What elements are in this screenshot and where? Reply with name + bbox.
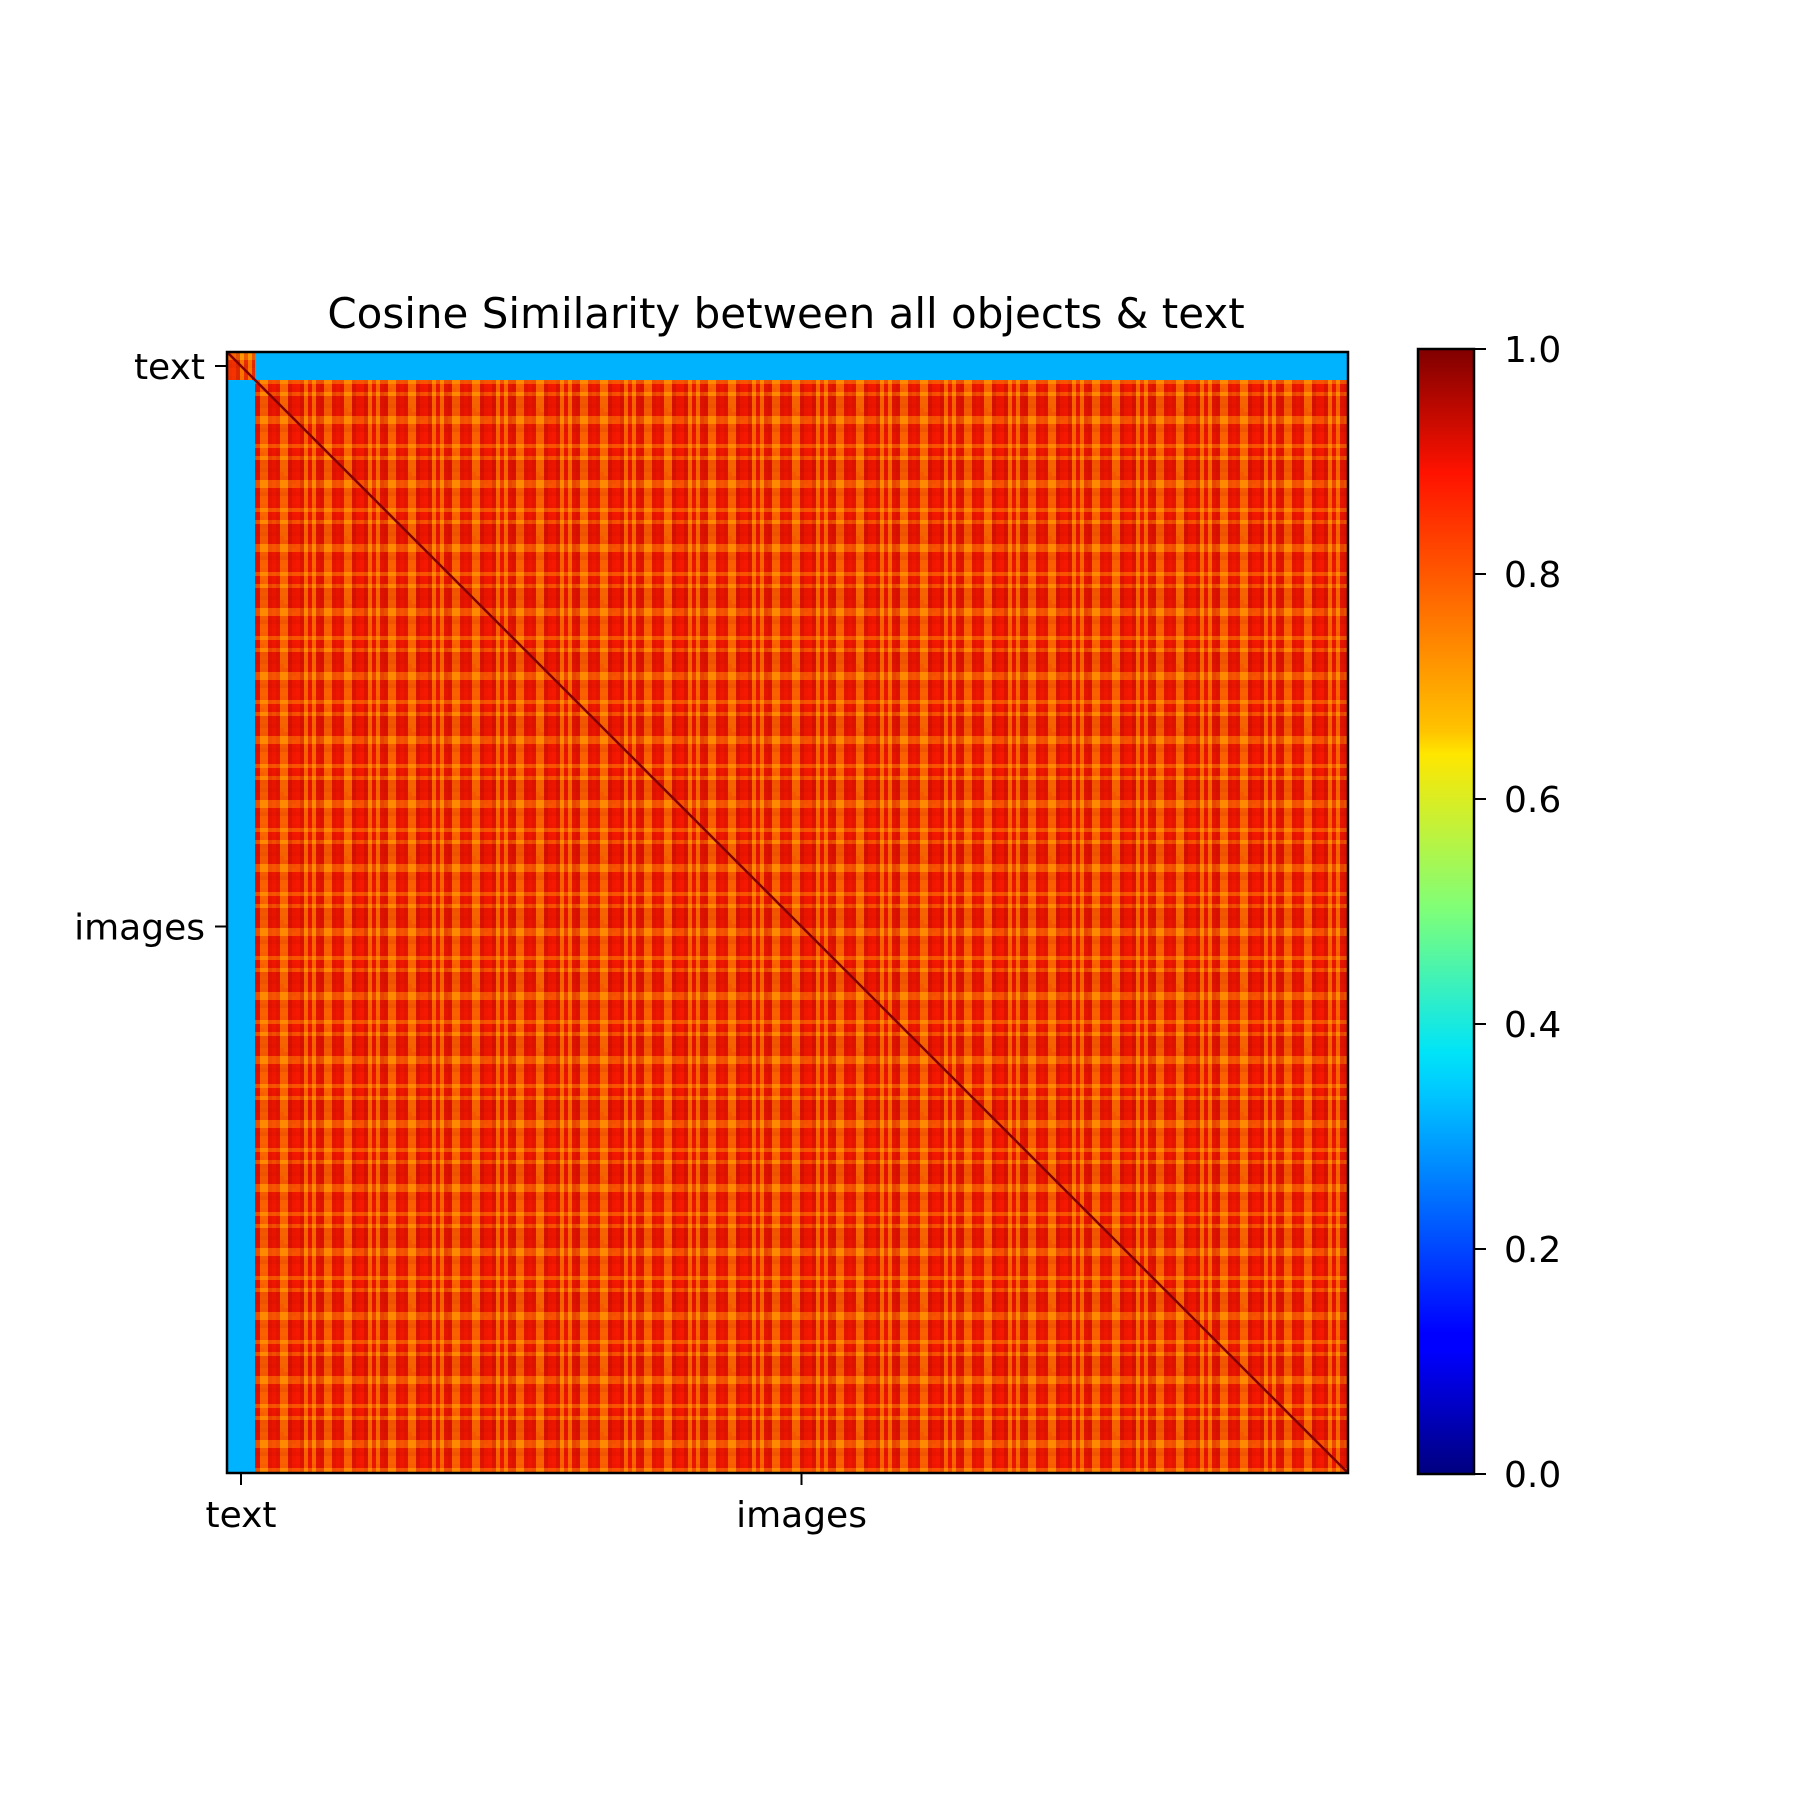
colorbar-tick-label: 0.0 bbox=[1504, 1455, 1561, 1496]
x-axis: text images bbox=[205, 1473, 867, 1536]
x-tick-label-text: text bbox=[205, 1495, 276, 1536]
heatmap-block-text_images bbox=[255, 352, 1348, 381]
heatmap-block-images_text bbox=[227, 380, 256, 1473]
y-tick-label-images: images bbox=[74, 908, 205, 949]
chart-title: Cosine Similarity between all objects & … bbox=[327, 289, 1244, 338]
colorbar-tick-label: 0.6 bbox=[1504, 780, 1561, 821]
colorbar-tick-label: 0.8 bbox=[1504, 555, 1561, 596]
colorbar: 0.0 0.2 0.4 0.6 0.8 1.0 bbox=[1416, 330, 1561, 1496]
diagonal-line bbox=[226, 351, 1349, 1474]
colorbar-tick-label: 1.0 bbox=[1504, 330, 1561, 371]
colorbar-ticks: 0.0 0.2 0.4 0.6 0.8 1.0 bbox=[1474, 330, 1561, 1496]
y-tick-label-text: text bbox=[134, 347, 205, 388]
colorbar-tick-label: 0.4 bbox=[1504, 1005, 1561, 1046]
colorbar-tick-label: 0.2 bbox=[1504, 1230, 1561, 1271]
heatmap-diagonal bbox=[226, 351, 1349, 1474]
x-tick-label-images: images bbox=[736, 1495, 867, 1536]
colorbar-frame bbox=[1416, 347, 1476, 1476]
y-axis: text images bbox=[74, 347, 227, 949]
colorbar-fill bbox=[1418, 349, 1474, 1474]
heatmap-frame bbox=[225, 350, 1350, 1475]
